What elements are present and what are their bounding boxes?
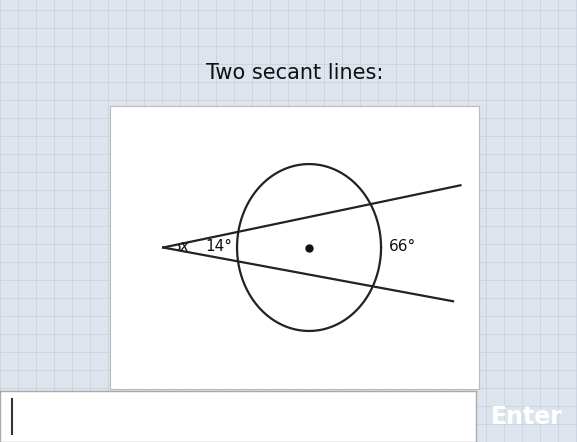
Text: ]°: ]° bbox=[309, 395, 330, 419]
Text: $=$: $=$ bbox=[225, 395, 249, 419]
Text: x: x bbox=[179, 239, 188, 254]
Text: Two secant lines:: Two secant lines: bbox=[205, 64, 383, 84]
Text: [: [ bbox=[251, 395, 260, 419]
Text: 66°: 66° bbox=[388, 239, 415, 254]
Text: ?: ? bbox=[278, 395, 291, 419]
Text: Enter: Enter bbox=[490, 404, 563, 429]
FancyBboxPatch shape bbox=[259, 392, 309, 421]
Text: $x$: $x$ bbox=[211, 395, 228, 419]
Text: 14°: 14° bbox=[205, 239, 233, 254]
